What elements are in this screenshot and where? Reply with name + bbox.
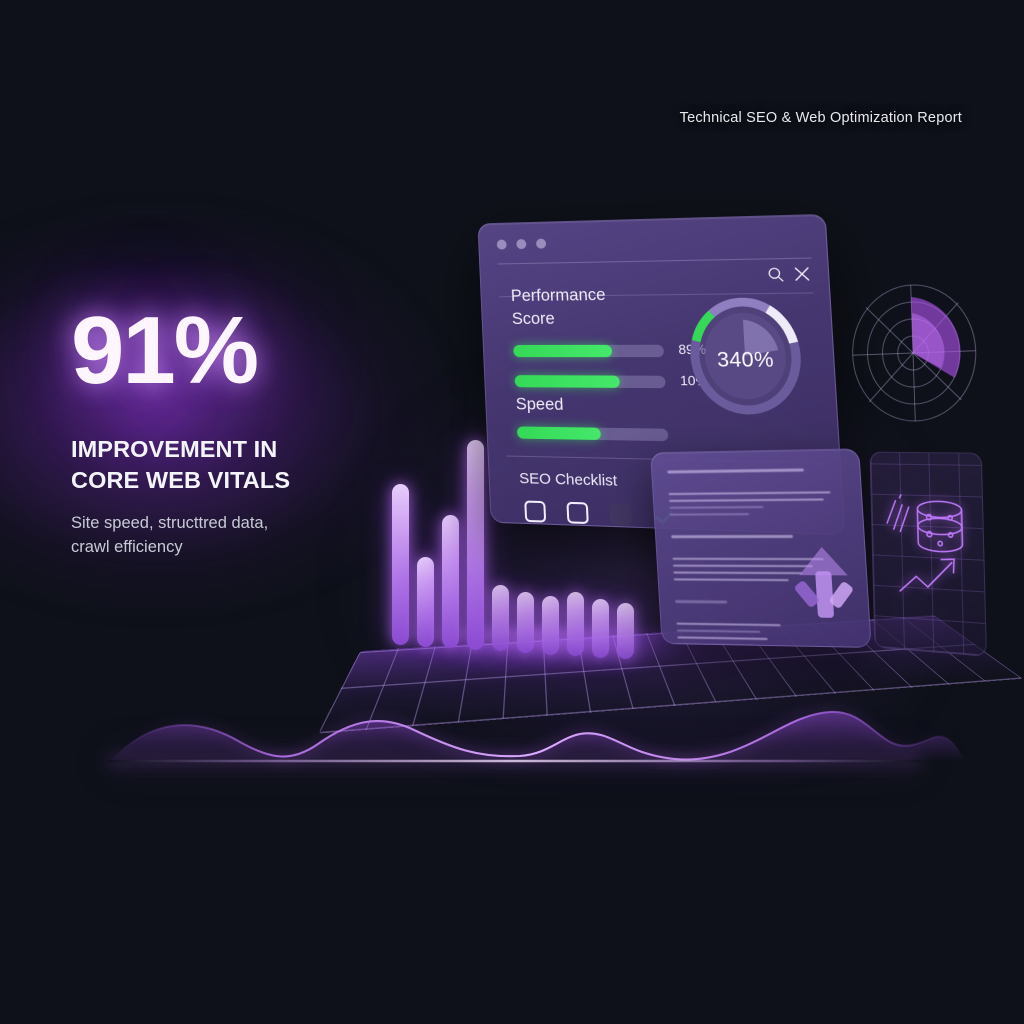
- metric-progress-track: 10%: [514, 373, 708, 388]
- trend-up-arrow-icon: [899, 557, 955, 595]
- bar-chart-bar: [567, 591, 584, 657]
- bar-chart-bar: [617, 602, 634, 660]
- speed-progress-fill: [516, 426, 601, 441]
- window-dot-close-icon[interactable]: [496, 239, 507, 250]
- code-line: [677, 635, 768, 640]
- code-line: [669, 512, 750, 516]
- kpi-subtext-line-1: Site speed, structtred data,: [71, 513, 269, 532]
- bar-chart-bar: [592, 599, 609, 658]
- code-line: [669, 497, 824, 502]
- code-line: [673, 577, 789, 582]
- metric-progress-track: 89%: [513, 342, 706, 358]
- bar-chart-bar: [467, 439, 484, 650]
- window-dot-minimize-icon[interactable]: [516, 239, 527, 250]
- gauge-rings: [682, 294, 810, 419]
- performance-score-label: Performance Score: [510, 284, 607, 331]
- metric-progress-fill: [514, 375, 620, 388]
- kpi-percentage: 91%: [71, 297, 259, 404]
- motion-lines-icon: [886, 494, 909, 532]
- window-dot-maximize-icon[interactable]: [535, 238, 547, 249]
- bar-chart-bar: [417, 556, 434, 647]
- code-line: [676, 629, 761, 633]
- bar-chart-bar: [392, 483, 409, 645]
- titlebar-divider: [497, 257, 812, 265]
- gauge-value: 340%: [716, 348, 775, 372]
- kpi-subtext: Site speed, structtred data, crawl effic…: [71, 512, 401, 560]
- window-action-icons[interactable]: [767, 266, 811, 288]
- code-line: [668, 490, 831, 496]
- metric-progress-fill: [513, 344, 612, 358]
- window-controls[interactable]: [496, 238, 547, 250]
- seo-checklist-title: SEO Checklist: [518, 469, 618, 490]
- database-icon: [917, 501, 962, 553]
- report-title: Technical SEO & Web Optimization Report: [679, 110, 962, 126]
- checkbox-outline[interactable]: [524, 500, 547, 523]
- speed-label: Speed: [515, 395, 564, 414]
- kpi-headline-line-1: IMPROVEMENT IN: [71, 436, 278, 463]
- code-line: [671, 534, 794, 538]
- code-line: [675, 600, 727, 604]
- code-line: [673, 571, 803, 575]
- kpi-headline-line-2: CORE WEB VITALS: [71, 466, 291, 493]
- bar-chart-bar: [442, 515, 459, 649]
- bar-chart: [392, 430, 642, 660]
- performance-gauge: 340%: [682, 294, 810, 419]
- code-line: [669, 505, 764, 509]
- performance-label-line-1: Performance: [510, 285, 606, 306]
- bar-chart-bar: [517, 592, 534, 653]
- search-icon[interactable]: [767, 266, 785, 287]
- speed-progress-track: [516, 426, 669, 442]
- code-line: [667, 468, 804, 474]
- kpi-subtext-line-2: crawl efficiency: [71, 537, 183, 556]
- browser-window[interactable]: Performance Score 89% 10% Speed 340% SEO …: [477, 213, 846, 536]
- code-line: [676, 622, 782, 627]
- up-arrow-icon: [793, 546, 855, 618]
- bar-chart-bar: [542, 595, 559, 655]
- bar-chart-bar: [492, 584, 509, 652]
- data-metrics-panel[interactable]: [869, 451, 987, 657]
- close-icon[interactable]: [793, 266, 811, 287]
- audio-waveform: [108, 710, 966, 764]
- code-document-card[interactable]: [650, 448, 872, 648]
- checkbox-outline[interactable]: [566, 501, 589, 525]
- checkbox-dark[interactable]: [609, 503, 633, 526]
- kpi-block: 91% IMPROVEMENT IN CORE WEB VITALS Site …: [71, 297, 401, 560]
- performance-label-line-2: Score: [511, 309, 556, 329]
- radar-sweep-chart: [847, 279, 982, 424]
- waveform-baseline-glow: [108, 760, 920, 762]
- kpi-headline: IMPROVEMENT IN CORE WEB VITALS: [71, 434, 401, 496]
